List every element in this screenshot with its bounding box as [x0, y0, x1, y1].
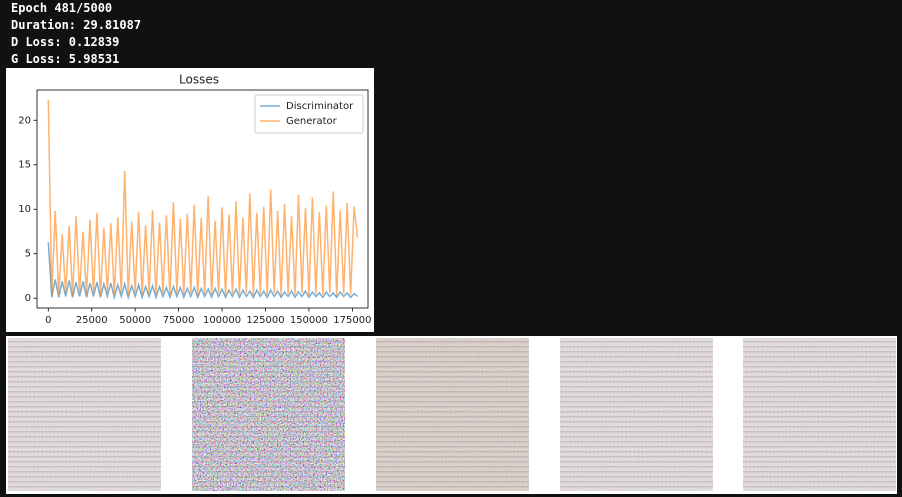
sample-images [6, 336, 897, 494]
x-tick-label: 25000 [76, 315, 108, 326]
x-tick-label: 150000 [290, 315, 328, 326]
x-tick-label: 0 [45, 315, 51, 326]
y-tick-label: 10 [18, 204, 31, 215]
x-tick-label: 100000 [203, 315, 241, 326]
y-tick-label: 20 [18, 115, 31, 126]
log-line: Epoch 481/5000 [11, 1, 113, 15]
log-line: D Loss: 0.12839 [11, 35, 120, 49]
image-texture [743, 338, 896, 491]
y-tick-label: 5 [25, 249, 31, 260]
line-series [47, 99, 359, 296]
x-tick-label: 50000 [119, 315, 151, 326]
legend-label: Discriminator [286, 101, 354, 112]
legend-label: Generator [286, 116, 338, 127]
legend-box [254, 94, 364, 134]
chart: Losses 0 5 10 15 20 0 25000 50000 75000 100000 125… [6, 68, 374, 332]
plot-frame [36, 89, 369, 309]
image-texture [8, 338, 161, 491]
image-texture [376, 338, 529, 491]
y-tick-label: 15 [18, 160, 31, 171]
chart-title: Losses [179, 73, 219, 87]
image-texture [560, 338, 713, 491]
x-tick-label: 175000 [333, 315, 371, 326]
image-texture [192, 338, 345, 491]
y-tick-label: 0 [25, 293, 31, 304]
x-tick-label: 125000 [246, 315, 284, 326]
log-line: Duration: 29.81087 [11, 18, 142, 32]
log-line: G Loss: 5.98531 [11, 52, 120, 66]
x-tick-label: 75000 [163, 315, 195, 326]
